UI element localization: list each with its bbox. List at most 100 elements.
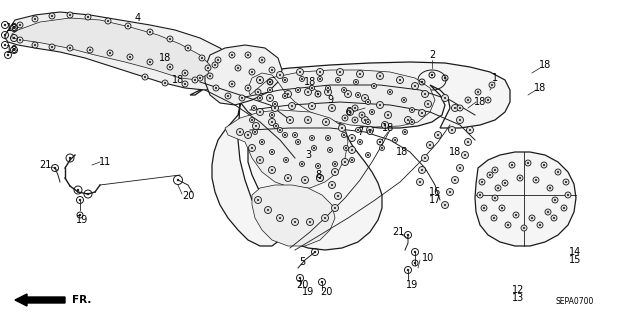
Text: 12: 12 [512, 285, 524, 295]
Circle shape [449, 127, 456, 133]
Circle shape [182, 70, 188, 76]
Circle shape [449, 191, 451, 193]
Polygon shape [252, 185, 335, 246]
Polygon shape [475, 152, 576, 246]
Circle shape [304, 179, 306, 181]
Circle shape [269, 167, 275, 174]
Circle shape [207, 73, 213, 79]
Circle shape [274, 107, 276, 109]
Circle shape [354, 107, 356, 109]
Circle shape [266, 94, 273, 101]
Circle shape [301, 176, 308, 183]
Circle shape [251, 147, 253, 149]
Circle shape [296, 139, 301, 145]
Circle shape [89, 49, 91, 51]
Circle shape [299, 71, 301, 73]
Circle shape [201, 57, 203, 59]
Circle shape [352, 105, 358, 111]
Circle shape [319, 78, 321, 80]
Circle shape [317, 165, 319, 167]
Circle shape [465, 138, 472, 145]
Circle shape [355, 93, 360, 98]
Circle shape [127, 54, 133, 60]
Circle shape [278, 128, 282, 132]
Circle shape [250, 117, 255, 122]
Circle shape [479, 179, 485, 185]
Circle shape [187, 47, 189, 49]
Circle shape [125, 23, 131, 29]
Text: 19: 19 [76, 215, 88, 225]
Circle shape [269, 150, 275, 154]
Circle shape [229, 81, 235, 87]
Circle shape [324, 88, 332, 95]
Circle shape [282, 132, 287, 137]
Circle shape [533, 177, 539, 183]
Circle shape [347, 93, 349, 95]
Circle shape [310, 136, 314, 140]
Circle shape [169, 66, 171, 68]
Circle shape [351, 137, 353, 139]
Circle shape [362, 94, 369, 101]
Circle shape [454, 107, 456, 109]
Circle shape [311, 137, 313, 139]
Circle shape [502, 180, 508, 186]
Circle shape [331, 107, 333, 109]
Circle shape [365, 100, 371, 105]
Circle shape [49, 44, 55, 50]
Circle shape [451, 176, 458, 183]
Circle shape [359, 112, 365, 118]
Circle shape [410, 120, 415, 124]
Circle shape [319, 177, 321, 179]
Circle shape [247, 134, 249, 136]
Circle shape [215, 57, 221, 63]
Circle shape [269, 97, 271, 99]
Circle shape [292, 132, 298, 137]
Circle shape [367, 127, 374, 133]
Circle shape [497, 187, 499, 189]
Circle shape [271, 114, 273, 116]
Circle shape [301, 78, 303, 80]
Circle shape [273, 123, 278, 129]
Circle shape [459, 107, 461, 109]
Circle shape [444, 77, 446, 79]
Circle shape [49, 13, 55, 19]
Circle shape [567, 194, 569, 196]
Circle shape [553, 217, 555, 219]
Text: 9: 9 [327, 95, 333, 105]
Circle shape [552, 197, 558, 203]
Circle shape [310, 85, 314, 91]
Circle shape [541, 162, 547, 168]
Circle shape [354, 119, 356, 121]
Circle shape [487, 172, 493, 178]
Circle shape [279, 129, 281, 131]
Circle shape [389, 91, 391, 93]
Circle shape [563, 207, 565, 209]
Circle shape [421, 169, 423, 171]
Circle shape [164, 82, 166, 84]
Circle shape [231, 54, 233, 56]
Circle shape [325, 121, 327, 123]
Circle shape [271, 69, 273, 71]
Circle shape [253, 107, 255, 109]
Circle shape [411, 109, 413, 111]
Circle shape [483, 207, 485, 209]
Circle shape [79, 199, 81, 201]
Circle shape [199, 77, 201, 79]
Circle shape [319, 71, 321, 73]
Circle shape [515, 214, 517, 216]
Circle shape [367, 154, 369, 156]
Circle shape [334, 171, 336, 173]
Circle shape [312, 145, 317, 151]
Circle shape [229, 52, 235, 58]
Circle shape [255, 125, 257, 127]
Circle shape [342, 87, 346, 93]
Circle shape [167, 36, 173, 42]
Circle shape [67, 45, 73, 51]
Circle shape [268, 87, 273, 93]
Circle shape [499, 205, 505, 211]
Circle shape [274, 103, 276, 105]
Circle shape [451, 129, 453, 131]
Circle shape [13, 37, 15, 39]
Circle shape [424, 157, 426, 159]
Circle shape [525, 160, 531, 166]
